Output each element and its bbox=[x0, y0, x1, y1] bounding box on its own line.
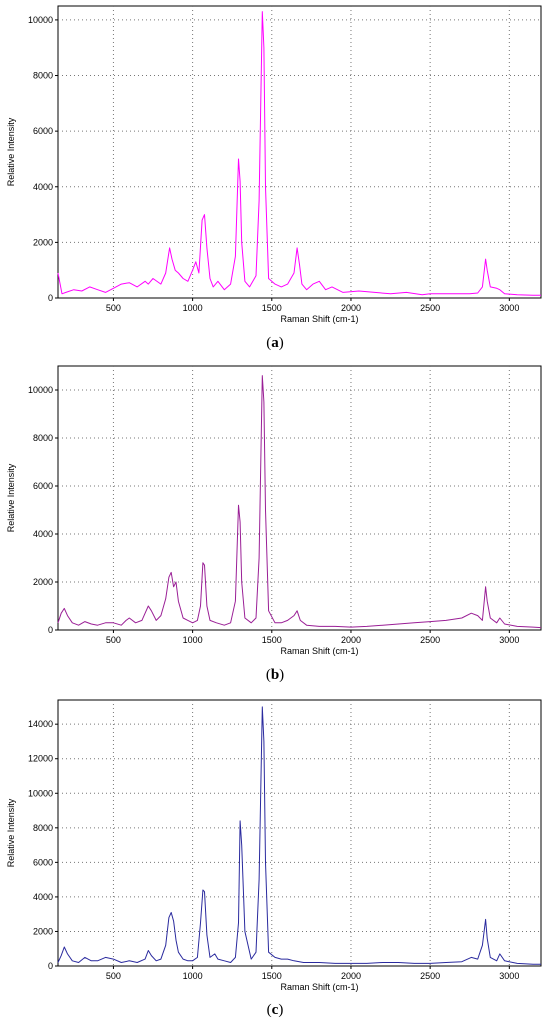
series-line bbox=[57, 706, 541, 965]
x-tick-label: 2500 bbox=[420, 635, 440, 645]
chart-panel-a: 500 1000 1500 2000 2500 3000 0 2000 4000 6000 8000… bbox=[0, 0, 550, 345]
x-tick-label: 2000 bbox=[341, 971, 361, 981]
caption-letter-c: c bbox=[271, 1002, 279, 1018]
x-tick-label: 500 bbox=[106, 303, 121, 313]
y-tick-label: 2000 bbox=[33, 926, 53, 936]
caption-b: (b) bbox=[265, 667, 285, 683]
series-line bbox=[57, 375, 542, 629]
y-tick-label: 6000 bbox=[33, 126, 53, 136]
y-tick-label: 8000 bbox=[33, 433, 53, 443]
x-tick-label: 3000 bbox=[499, 303, 519, 313]
caption-c: (c) bbox=[266, 1002, 284, 1018]
caption-a: (a) bbox=[266, 335, 284, 351]
x-axis-label: Raman Shift (cm-1) bbox=[280, 982, 358, 992]
y-tick-label: 8000 bbox=[33, 71, 53, 81]
chart-panel-b: 500 1000 1500 2000 2500 3000 0 2000 4000 6000 8000… bbox=[0, 360, 550, 680]
x-axis-label: Raman Shift (cm-1) bbox=[280, 646, 358, 656]
plot-frame bbox=[57, 365, 542, 631]
x-tick-label: 3000 bbox=[499, 971, 519, 981]
y-axis-label: Relative Intensity bbox=[6, 798, 16, 867]
y-tick-label: 10000 bbox=[28, 788, 53, 798]
y-tick-label: 4000 bbox=[33, 892, 53, 902]
y-tick-label: 4000 bbox=[33, 529, 53, 539]
y-tick-label: 0 bbox=[48, 293, 53, 303]
chart-c-svg: 500 1000 1500 2000 2500 3000 0 2000 4000 6000 8000… bbox=[6, 699, 542, 992]
y-tick-label: 12000 bbox=[28, 754, 53, 764]
y-tick-label: 10000 bbox=[28, 15, 53, 25]
x-tick-label: 2000 bbox=[341, 303, 361, 313]
x-tick-label: 2500 bbox=[420, 971, 440, 981]
x-tick-label: 1000 bbox=[183, 635, 203, 645]
plot-frame bbox=[57, 699, 542, 967]
x-axis-label: Raman Shift (cm-1) bbox=[280, 314, 358, 324]
y-tick-label: 10000 bbox=[28, 385, 53, 395]
x-tick-label: 1500 bbox=[262, 971, 282, 981]
y-tick-label: 2000 bbox=[33, 237, 53, 247]
y-axis-label: Relative Intensity bbox=[6, 463, 16, 532]
caption-letter-b: b bbox=[270, 667, 280, 683]
series-line bbox=[57, 11, 541, 296]
caption-letter-a: a bbox=[271, 335, 279, 351]
x-tick-label: 500 bbox=[106, 971, 121, 981]
y-tick-label: 6000 bbox=[33, 857, 53, 867]
y-tick-label: 14000 bbox=[28, 719, 53, 729]
chart-b-svg: 500 1000 1500 2000 2500 3000 0 2000 4000 6000 8000… bbox=[6, 365, 542, 656]
x-tick-label: 1000 bbox=[183, 971, 203, 981]
plot-frame bbox=[57, 5, 542, 299]
y-tick-label: 4000 bbox=[33, 182, 53, 192]
chart-a-svg: 500 1000 1500 2000 2500 3000 0 2000 4000 6000 8000… bbox=[6, 5, 542, 324]
chart-panel-c: 500 1000 1500 2000 2500 3000 0 2000 4000 6000 8000… bbox=[0, 690, 550, 1000]
y-axis-label: Relative Intensity bbox=[6, 117, 16, 186]
x-tick-label: 2000 bbox=[341, 635, 361, 645]
y-tick-label: 2000 bbox=[33, 577, 53, 587]
x-tick-label: 3000 bbox=[499, 635, 519, 645]
x-tick-label: 1500 bbox=[262, 303, 282, 313]
y-tick-label: 0 bbox=[48, 961, 53, 971]
y-tick-label: 8000 bbox=[33, 823, 53, 833]
y-tick-label: 6000 bbox=[33, 481, 53, 491]
x-tick-label: 1500 bbox=[262, 635, 282, 645]
x-tick-label: 500 bbox=[106, 635, 121, 645]
y-tick-label: 0 bbox=[48, 625, 53, 635]
x-tick-label: 1000 bbox=[183, 303, 203, 313]
x-tick-label: 2500 bbox=[420, 303, 440, 313]
